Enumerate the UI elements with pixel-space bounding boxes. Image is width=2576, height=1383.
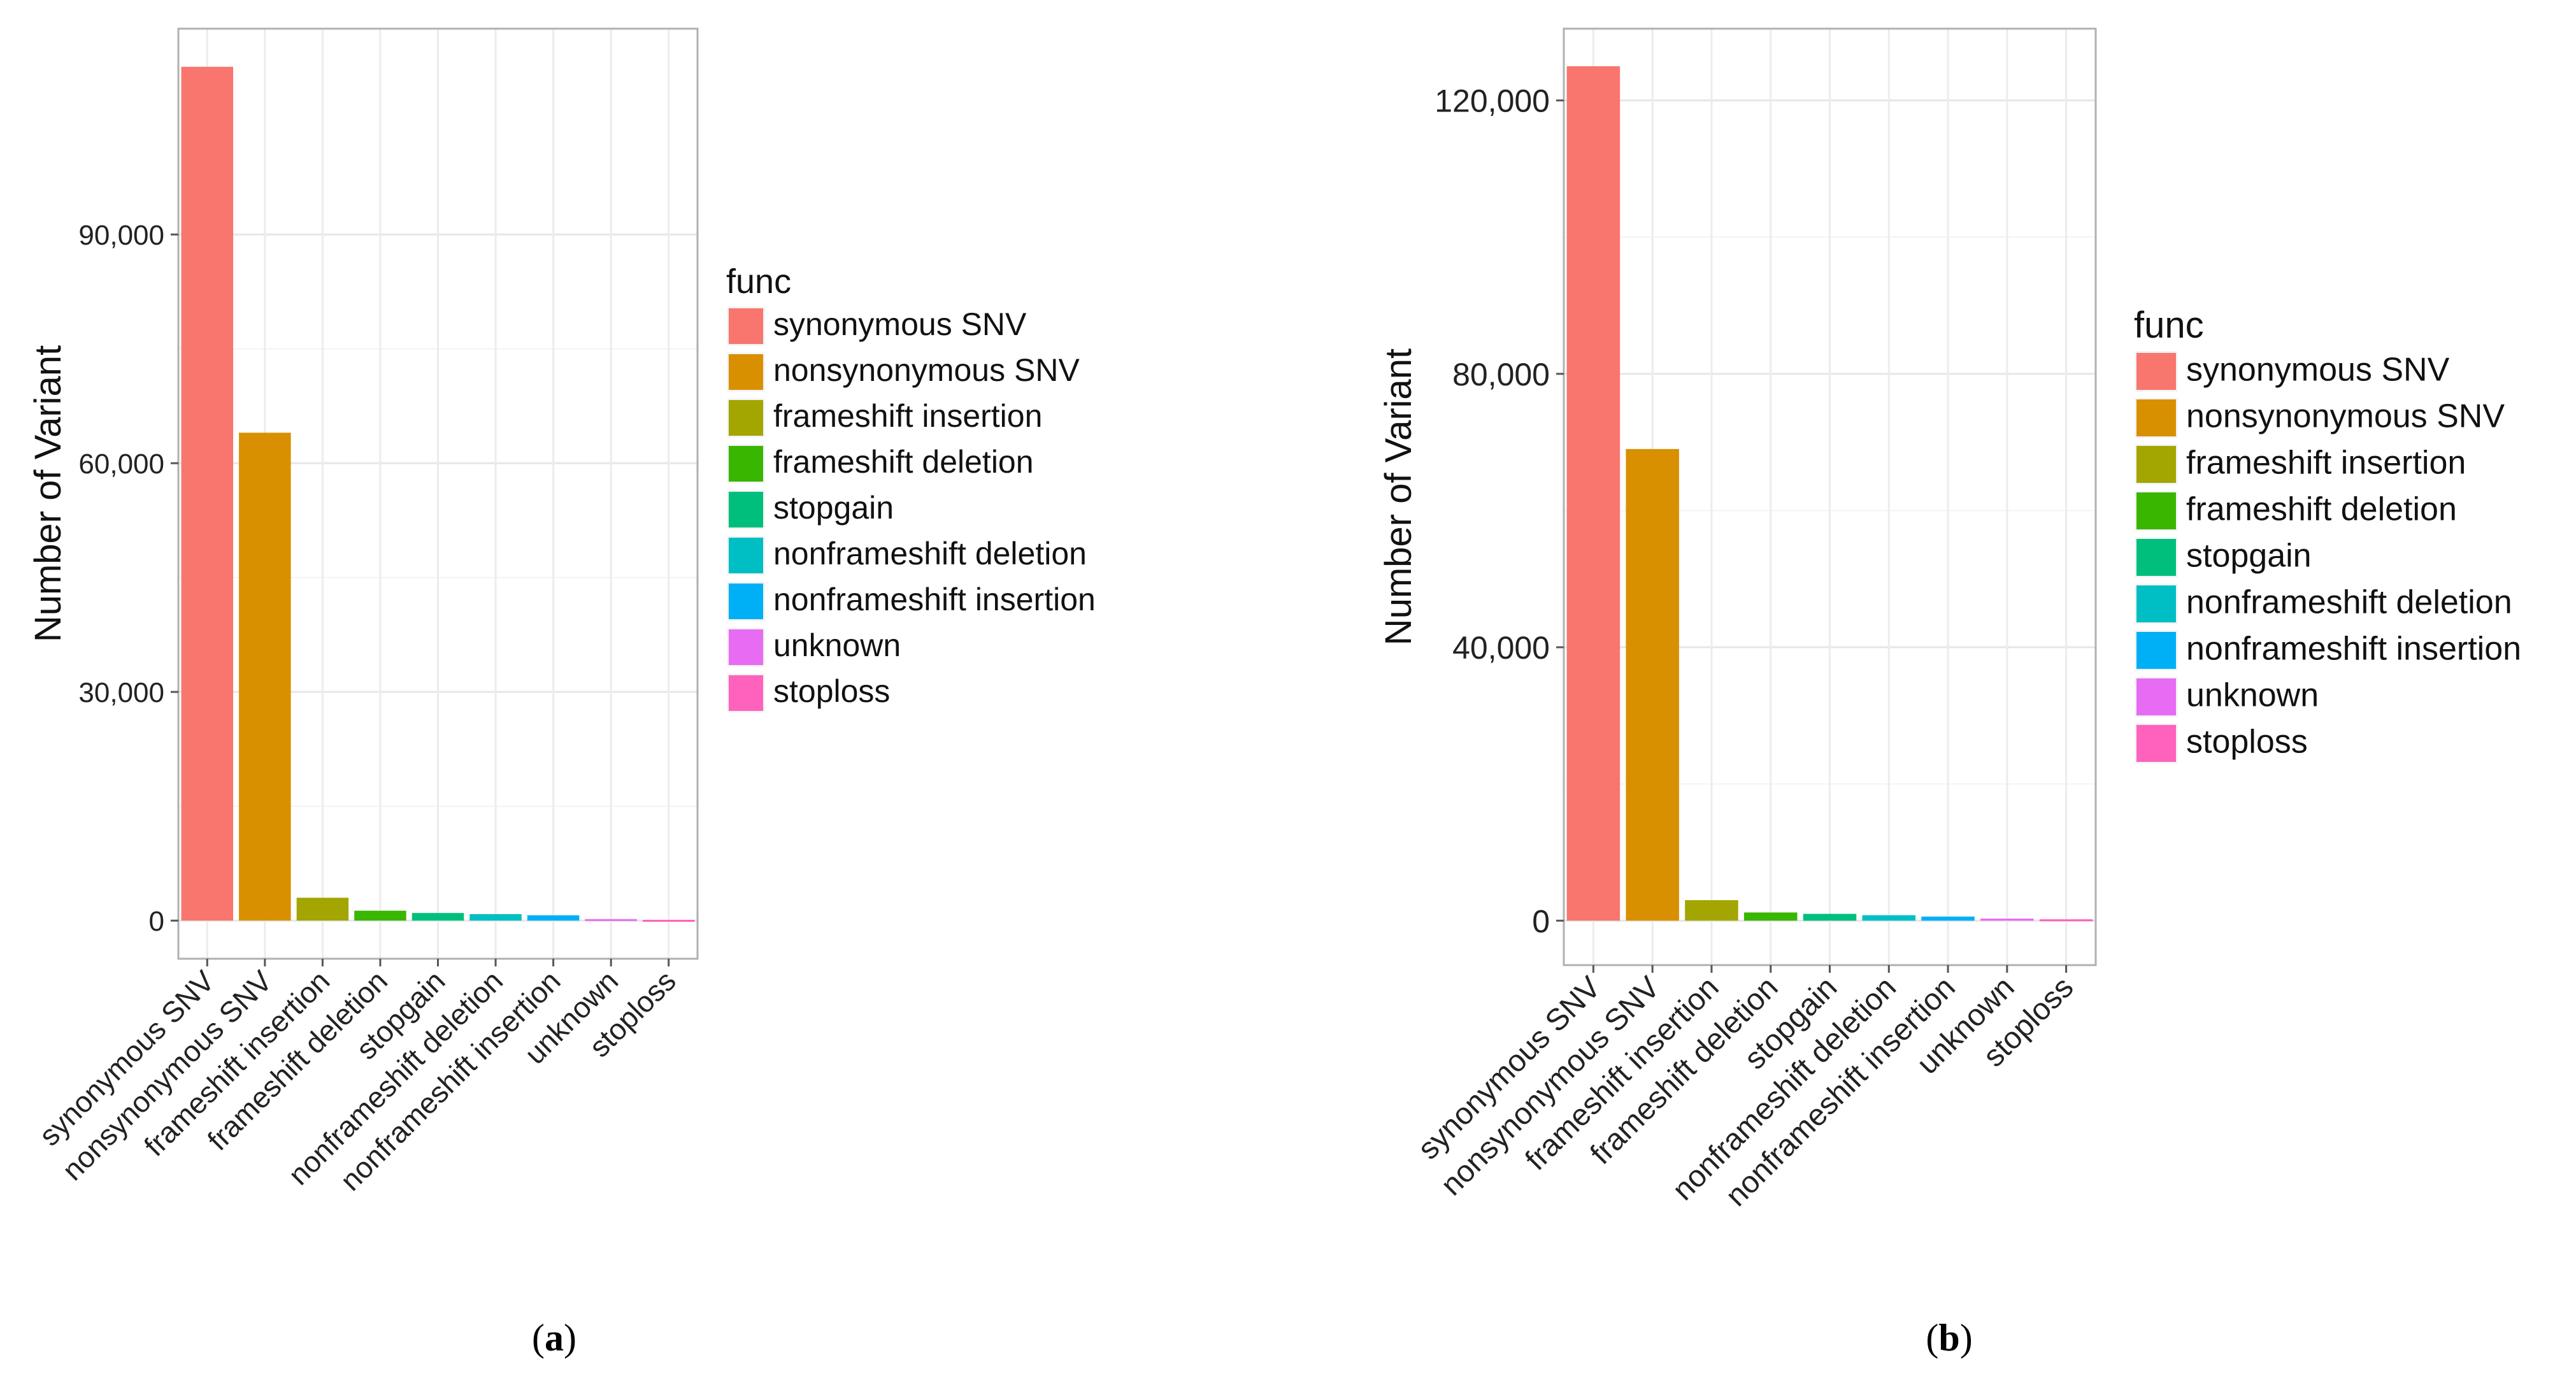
legend-swatch [729, 308, 763, 344]
legend-label: nonframeshift deletion [773, 536, 1087, 571]
legend-swatch [2136, 585, 2176, 622]
legend-swatch [2136, 678, 2176, 715]
bar-frameshift-deletion [1743, 912, 1798, 921]
legend-swatch [2136, 725, 2176, 762]
legend-label: stopgain [773, 490, 894, 526]
legend-swatch [729, 354, 763, 390]
legend-swatch [729, 538, 763, 573]
legend-label: nonframeshift insertion [773, 582, 1096, 617]
legend-swatch [2136, 632, 2176, 669]
legend-label: nonframeshift deletion [2186, 584, 2512, 621]
bar-unknown [1980, 919, 2034, 921]
y-tick-label: 90,000 [78, 220, 164, 251]
legend-swatch [2136, 539, 2176, 576]
legend-label: stopgain [2186, 538, 2312, 575]
y-axis-label: Number of Variant [27, 345, 69, 642]
bar-stopgain [411, 913, 464, 921]
legend-title: func [726, 262, 791, 301]
legend-swatch [729, 629, 763, 665]
bar-frameshift-insertion [1685, 900, 1738, 921]
y-axis-label: Number of Variant [1378, 348, 1419, 645]
y-tick-label: 60,000 [78, 448, 164, 480]
legend-label: stoploss [2186, 724, 2308, 761]
legend-title: func [2134, 305, 2204, 346]
y-tick-label: 40,000 [1452, 630, 1550, 666]
panel-b: 0 40,000 80,000 120,000 synonymous SNV nonsyn… [1378, 27, 2521, 1213]
legend-swatch [729, 446, 763, 482]
y-tick-label: 30,000 [78, 677, 164, 708]
legend-label: frameshift insertion [2186, 445, 2466, 482]
bar-nonsynonymous-snv [239, 433, 291, 921]
bar-synonymous-snv [181, 66, 234, 921]
caption-b: (b) [1926, 1317, 1972, 1359]
caption-a: (a) [532, 1317, 576, 1359]
bar-synonymous-snv [1566, 66, 1621, 921]
bar-frameshift-deletion [354, 910, 406, 921]
y-tick-label: 80,000 [1452, 357, 1550, 392]
legend-swatch [729, 675, 763, 711]
legend: func synonymous SNV nonsynonymous SNV frame… [2133, 305, 2521, 766]
legend-label: unknown [773, 627, 901, 663]
bar-stoploss [2039, 919, 2093, 922]
legend-swatch [729, 400, 763, 436]
legend-label: stoploss [773, 673, 890, 709]
y-tick-label: 120,000 [1435, 83, 1550, 119]
bar-nonsynonymous-snv [1626, 448, 1679, 921]
bar-stopgain [1803, 914, 1857, 921]
legend-label: unknown [2186, 677, 2319, 714]
bar-unknown [585, 919, 637, 921]
bar-nonframeshift-insertion [527, 915, 580, 921]
legend-swatch [729, 584, 763, 619]
bar-nonframeshift-deletion [1862, 915, 1916, 921]
bar-nonframeshift-deletion [469, 914, 522, 921]
legend: func synonymous SNV nonsynonymous SNV frame… [725, 262, 1096, 715]
legend-label: synonymous SNV [773, 306, 1027, 342]
bar-frameshift-insertion [296, 898, 349, 921]
legend-label: nonsynonymous SNV [773, 352, 1080, 388]
bar-nonframeshift-insertion [1921, 916, 1975, 921]
legend-swatch [2136, 353, 2176, 390]
legend-label: nonframeshift insertion [2186, 631, 2521, 668]
legend-label: frameshift insertion [773, 398, 1042, 434]
legend-label: synonymous SNV [2186, 352, 2450, 389]
bar-stoploss [642, 919, 695, 922]
legend-swatch [729, 492, 763, 527]
y-tick-label: 0 [1532, 903, 1550, 939]
y-tick-label: 0 [149, 906, 164, 937]
legend-swatch [2136, 446, 2176, 483]
legend-swatch [2136, 492, 2176, 529]
legend-label: frameshift deletion [773, 444, 1034, 480]
legend-label: frameshift deletion [2186, 491, 2457, 528]
legend-label: nonsynonymous SNV [2186, 398, 2505, 435]
legend-swatch [2136, 399, 2176, 436]
panel-a: 0 30,000 60,000 90,000 synonymous SNV nonsyno… [27, 27, 1096, 1197]
